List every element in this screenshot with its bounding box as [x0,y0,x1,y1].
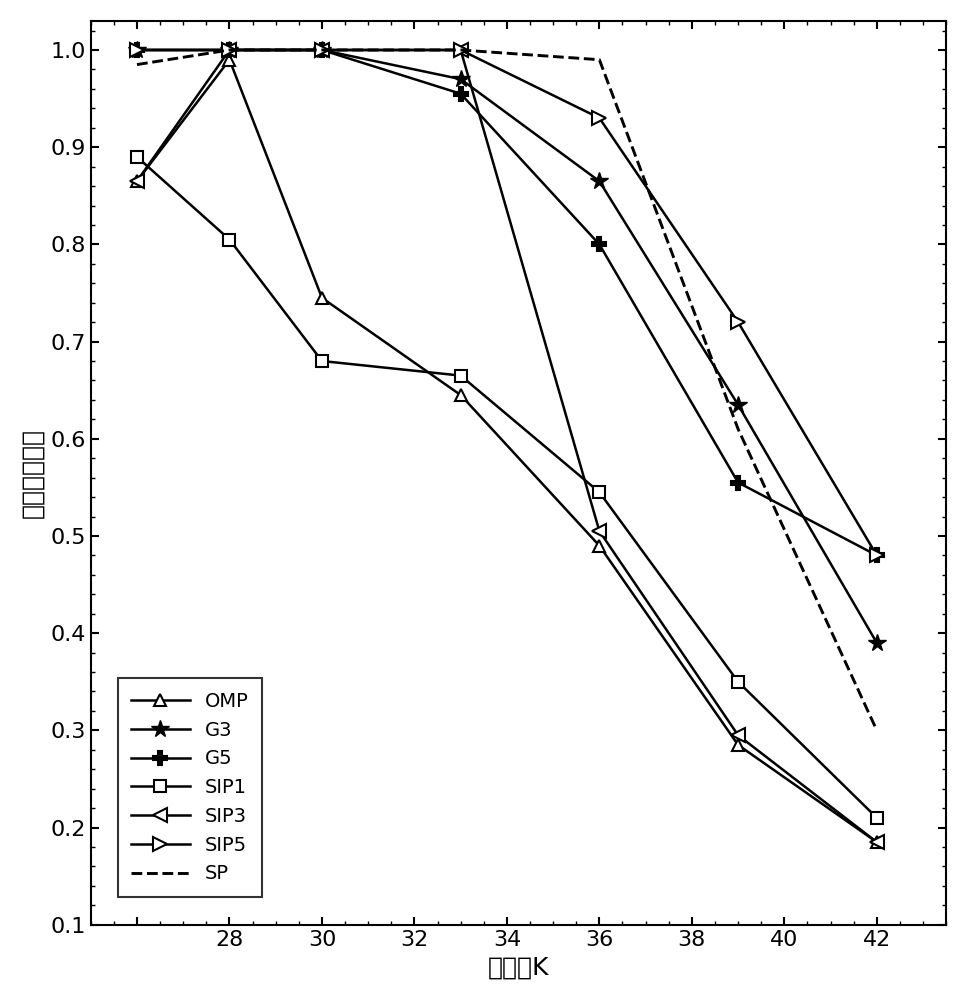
SIP3 [594,525,605,537]
SIP1 [316,355,328,367]
SIP3 [223,44,235,56]
SIP3 [454,44,466,56]
SIP3 [732,729,744,741]
G5 [871,549,883,561]
Line: SIP1: SIP1 [131,151,883,824]
G3 [594,175,605,187]
SP [454,44,466,56]
OMP [732,739,744,751]
X-axis label: 稀疏度K: 稀疏度K [487,955,549,979]
SP [132,59,143,71]
G5 [454,88,466,100]
SIP5 [732,316,744,328]
SIP1 [732,676,744,688]
OMP [223,54,235,66]
SIP1 [132,151,143,163]
SP [223,44,235,56]
Line: G3: G3 [128,41,886,652]
SP [732,423,744,435]
SIP3 [316,44,328,56]
SP [871,724,883,736]
OMP [316,292,328,304]
OMP [454,389,466,401]
SIP5 [454,44,466,56]
Line: SIP3: SIP3 [130,43,884,849]
Legend: OMP, G3, G5, SIP1, SIP3, SIP5, SP: OMP, G3, G5, SIP1, SIP3, SIP5, SP [118,678,262,897]
G3 [223,44,235,56]
SIP5 [223,44,235,56]
G3 [871,637,883,649]
SIP1 [223,234,235,246]
Line: OMP: OMP [131,53,883,848]
SIP5 [871,549,883,561]
SIP5 [594,112,605,124]
SIP1 [871,812,883,824]
SIP3 [132,175,143,187]
OMP [594,540,605,552]
SIP1 [594,486,605,498]
G5 [223,44,235,56]
SIP1 [454,370,466,382]
Line: SP: SP [137,50,877,730]
G3 [316,44,328,56]
Line: SIP5: SIP5 [130,43,884,562]
SP [594,54,605,66]
Line: G5: G5 [130,43,884,562]
G3 [132,44,143,56]
SIP5 [132,44,143,56]
G5 [732,477,744,489]
G5 [132,44,143,56]
G5 [316,44,328,56]
SIP3 [871,836,883,848]
G5 [594,238,605,250]
OMP [871,836,883,848]
OMP [132,175,143,187]
SIP5 [316,44,328,56]
SP [316,44,328,56]
Y-axis label: 准确重构概率: 准确重构概率 [21,428,44,518]
G3 [454,73,466,85]
G3 [732,399,744,411]
